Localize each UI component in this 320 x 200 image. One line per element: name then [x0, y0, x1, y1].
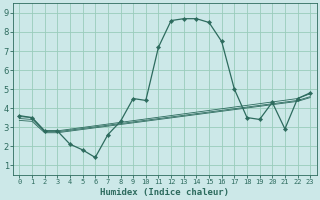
X-axis label: Humidex (Indice chaleur): Humidex (Indice chaleur) — [100, 188, 229, 197]
